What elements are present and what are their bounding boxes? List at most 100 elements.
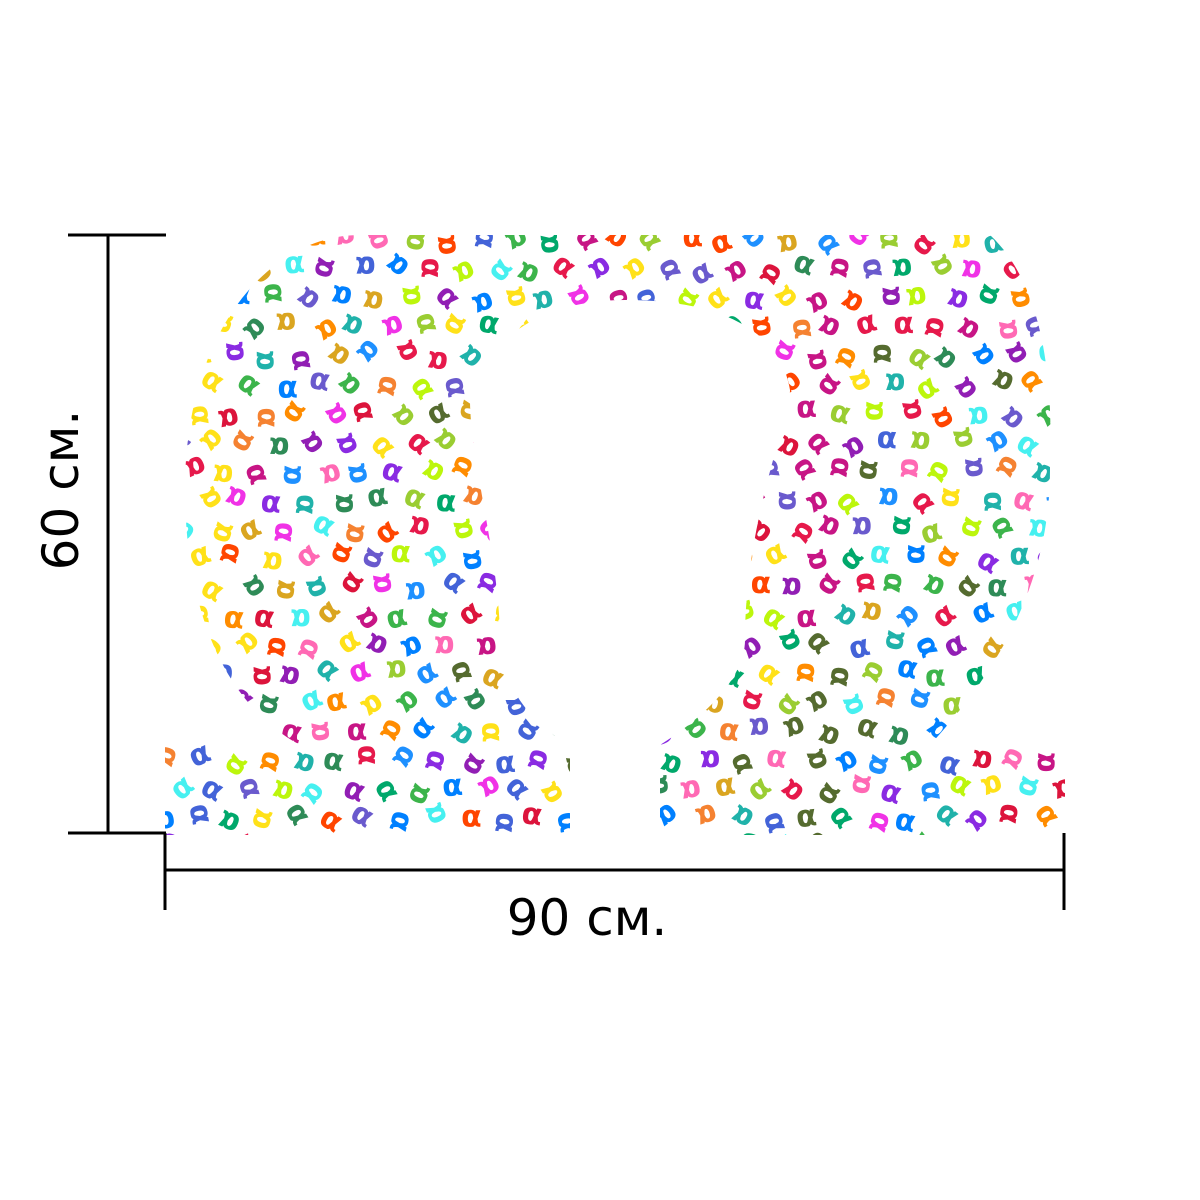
alpha-glyph: α [424,831,463,871]
alpha-glyph: α [175,256,216,291]
alpha-glyph: α [597,540,621,577]
alpha-glyph: α [684,591,723,631]
alpha-glyph: α [413,257,449,279]
alpha-glyph: α [378,245,416,285]
alpha-glyph: α [322,830,361,870]
alpha-glyph: α [433,307,474,341]
alpha-glyph: α [678,314,713,335]
alpha-glyph: α [657,597,687,637]
alpha-glyph: α [1007,771,1047,801]
alpha-glyph: α [548,451,588,488]
alpha-glyph: α [701,566,741,604]
alpha-glyph: α [1043,833,1084,870]
alpha-glyph: α [572,567,612,599]
alpha-glyph: α [1011,712,1052,749]
alpha-glyph: α [743,359,782,399]
alpha-glyph: α [302,825,329,863]
alpha-glyph: α [304,217,328,254]
alpha-glyph: α [795,599,819,636]
alpha-glyph: α [942,423,981,452]
alpha-glyph: α [149,682,189,721]
alpha-glyph: α [788,661,825,685]
alpha-glyph: α [469,566,509,598]
alpha-glyph: α [182,403,219,428]
alpha-glyph: α [474,721,510,743]
alpha-glyph: α [1047,564,1080,604]
alpha-glyph: α [1056,312,1095,340]
alpha-glyph: α [529,629,570,665]
alpha-glyph: α [1039,280,1075,321]
alpha-glyph: α [1051,626,1079,665]
alpha-glyph: α [487,454,515,493]
alpha-glyph: α [290,602,311,637]
alpha-glyph: α [599,683,626,721]
alpha-glyph: α [487,601,525,626]
alpha-glyph: α [954,456,991,480]
alpha-glyph: α [796,744,836,775]
alpha-glyph: α [499,419,534,460]
alpha-glyph: α [369,372,408,400]
alpha-glyph: α [872,227,909,251]
alpha-glyph: α [868,534,893,572]
alpha-glyph: α [741,280,767,318]
alpha-glyph: α [461,799,482,834]
alpha-glyph: α [851,304,881,344]
alpha-glyph: α [608,573,647,602]
alpha-glyph: α [687,538,728,573]
alpha-glyph: α [537,432,576,460]
alpha-glyph: α [250,407,285,428]
alpha-glyph: α [370,832,392,868]
alpha-glyph: α [645,508,674,547]
alpha-glyph: α [1000,284,1039,312]
alpha-glyph: α [507,512,548,549]
alpha-glyph: α [527,830,566,870]
alpha-glyph: α [794,798,819,835]
width-dimension: 90 см. [163,833,1066,947]
alpha-glyph: α [876,420,898,456]
alpha-glyph: α [499,827,535,868]
alpha-glyph: α [651,252,691,286]
alpha-glyph: α [277,371,298,406]
alpha-glyph: α [573,304,609,345]
alpha-glyph: α [487,401,525,427]
alpha-glyph: α [182,602,220,628]
alpha-glyph: α [301,720,338,744]
alpha-glyph: α [795,390,817,426]
alpha-glyph: α [781,570,803,606]
alpha-glyph: α [389,534,411,570]
alpha-glyph: α [751,454,790,482]
alpha-glyph: α [618,597,648,637]
alpha-glyph: α [344,397,383,426]
alpha-glyph: α [495,482,535,512]
alpha-glyph: α [630,687,670,725]
alpha-glyph: α [554,592,585,632]
alpha-glyph: α [326,428,366,461]
alpha-glyph: α [648,795,686,835]
alpha-glyph: α [243,665,279,687]
alpha-glyph: α [664,484,702,509]
alpha-glyph: α [530,232,567,256]
alpha-glyph: α [682,219,704,255]
alpha-glyph: α [260,543,285,580]
alpha-glyph: α [601,628,637,669]
alpha-glyph: α [692,335,733,371]
alpha-glyph: α [998,685,1038,724]
alpha-glyph: α [1036,681,1076,719]
alpha-glyph: α [434,628,455,663]
alpha-glyph: α [723,596,763,626]
alpha-glyph: α [741,425,765,462]
alpha-glyph: α [768,490,803,511]
alpha-glyph: α [732,829,770,856]
alpha-glyph: α [260,827,291,867]
alpha-glyph: α [877,479,901,516]
alpha-glyph: α [750,566,771,601]
alpha-glyph: α [259,484,283,521]
alpha-glyph: α [155,821,187,861]
alpha-glyph: α [636,626,671,667]
alpha-glyph: α [671,426,704,466]
alpha-glyph: α [544,506,583,546]
alpha-glyph: α [734,474,770,515]
alpha-glyph: α [611,715,652,751]
alpha-glyph: α [332,217,359,255]
